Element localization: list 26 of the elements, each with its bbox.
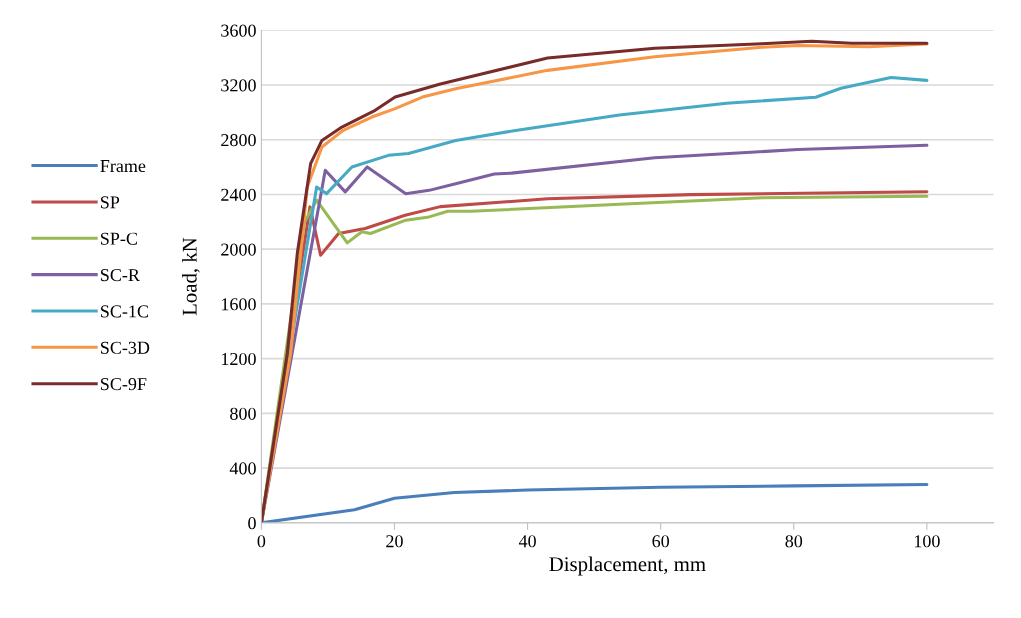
y-tick-label: 3200	[221, 79, 256, 92]
x-tick-label: 20	[386, 535, 403, 548]
y-tick-label: 0	[248, 517, 256, 530]
x-tick-label: 40	[518, 535, 536, 548]
x-tick-label: 100	[914, 535, 940, 548]
x-axis-title: Displacement, mm	[549, 556, 706, 576]
legend-label: Frame	[100, 160, 146, 173]
y-tick-label: 2800	[221, 133, 256, 147]
y-tick-label: 3600	[221, 24, 256, 37]
x-tick-label: 0	[257, 535, 266, 548]
legend-label: SP-C	[101, 232, 137, 245]
y-tick-label: 2400	[221, 188, 256, 201]
y-tick-label: 1600	[221, 298, 256, 311]
legend-label: SP	[101, 196, 120, 209]
y-tick-label: 400	[229, 462, 256, 475]
x-tick-label: 80	[785, 535, 803, 548]
y-tick-label: 2000	[221, 243, 256, 256]
legend-label: SC-9F	[101, 378, 147, 391]
y-axis-title: Load, kN	[182, 237, 200, 316]
legend-label: SC-R	[101, 269, 140, 282]
legend-label: SC-1C	[101, 305, 148, 318]
legend-label: SC-3D	[101, 341, 150, 354]
y-tick-label: 800	[230, 407, 256, 420]
line-series	[261, 482, 929, 523]
x-tick-label: 60	[652, 535, 670, 548]
y-tick-label: 1200	[221, 352, 256, 366]
